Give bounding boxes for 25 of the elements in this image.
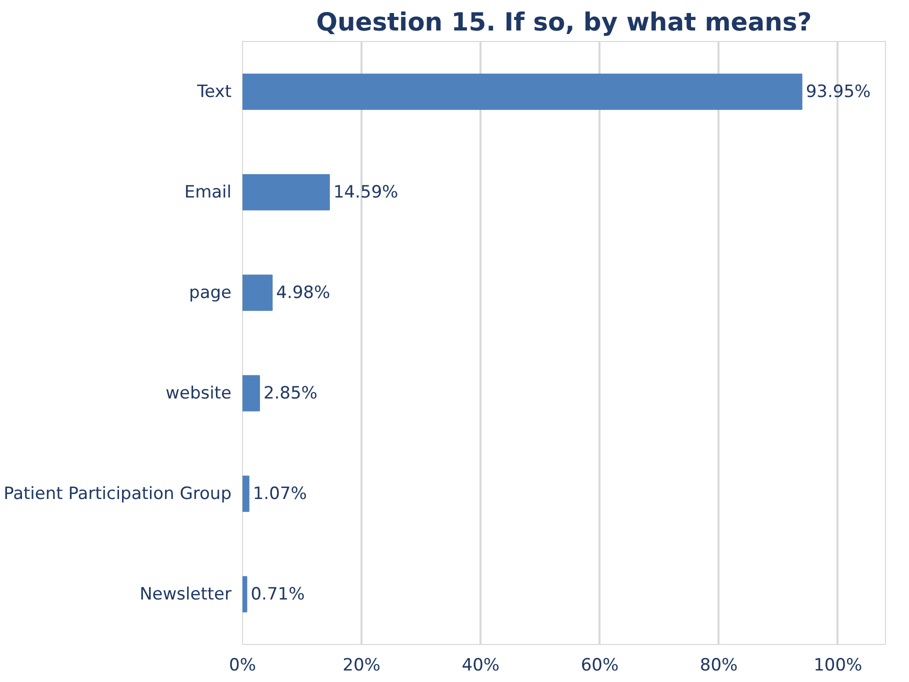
data-label: 2.85%	[263, 383, 318, 404]
bar	[242, 274, 273, 311]
x-tick-label: 0%	[229, 656, 256, 676]
bar	[242, 476, 250, 512]
y-tick-label: Text	[196, 82, 232, 102]
y-tick-label: Email	[184, 182, 232, 202]
data-label: 93.95%	[806, 82, 871, 102]
x-tick-label: 60%	[580, 656, 619, 676]
bar	[242, 174, 330, 210]
y-tick-label: Patient Participation Group	[4, 484, 232, 504]
data-label: 14.59%	[333, 182, 398, 202]
y-tick-label: website	[166, 383, 232, 404]
x-tick-label: 100%	[814, 656, 862, 676]
x-tick-label: 20%	[342, 656, 380, 676]
data-label: 0.71%	[250, 584, 305, 604]
y-tick-label: page	[189, 282, 232, 303]
data-label: 4.98%	[276, 282, 330, 303]
data-label: 1.07%	[252, 484, 307, 504]
bar	[242, 576, 248, 612]
chart-title: Question 15. If so, by what means?	[316, 8, 812, 36]
bar	[242, 74, 802, 110]
bar	[242, 375, 260, 412]
x-tick-label: 80%	[700, 656, 738, 676]
x-tick-label: 40%	[462, 656, 500, 676]
y-tick-label: Newsletter	[140, 584, 232, 604]
